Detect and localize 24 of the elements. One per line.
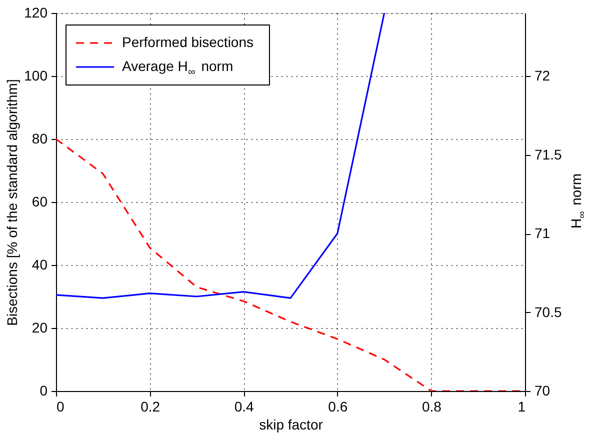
legend-label: Average H∞ norm bbox=[122, 58, 234, 78]
x-tick-label: 0.6 bbox=[328, 398, 348, 414]
y-tick-label: 0 bbox=[40, 382, 48, 398]
x-axis-title: skip factor bbox=[259, 416, 324, 432]
y-tick-label: 100 bbox=[24, 68, 48, 84]
y-tick-label: 40 bbox=[32, 256, 48, 272]
y-tick-label: 60 bbox=[32, 194, 48, 210]
legend-label: Performed bisections bbox=[122, 34, 254, 50]
y-axis-title: Bisections [% of the standard algorithm] bbox=[4, 79, 20, 326]
x-tick-label: 1 bbox=[518, 398, 526, 414]
y2-tick-label: 70.5 bbox=[534, 304, 562, 320]
y-tick-label: 120 bbox=[24, 4, 48, 20]
line-series bbox=[56, 13, 386, 299]
y2-axis-title: H∞ norm bbox=[568, 173, 588, 229]
x-tick-label: 0.4 bbox=[234, 398, 254, 414]
x-tick-label: 0 bbox=[56, 398, 64, 414]
y2-tick-label: 71.5 bbox=[534, 146, 562, 162]
y-tick-label: 80 bbox=[32, 130, 48, 146]
y-tick-label: 20 bbox=[32, 320, 48, 336]
x-tick-label: 0.8 bbox=[422, 398, 442, 414]
y2-tick-label: 70 bbox=[534, 382, 550, 398]
y2-tick-label: 72 bbox=[534, 68, 550, 84]
x-tick-label: 0.2 bbox=[140, 398, 160, 414]
y2-tick-label: 71 bbox=[534, 225, 550, 241]
